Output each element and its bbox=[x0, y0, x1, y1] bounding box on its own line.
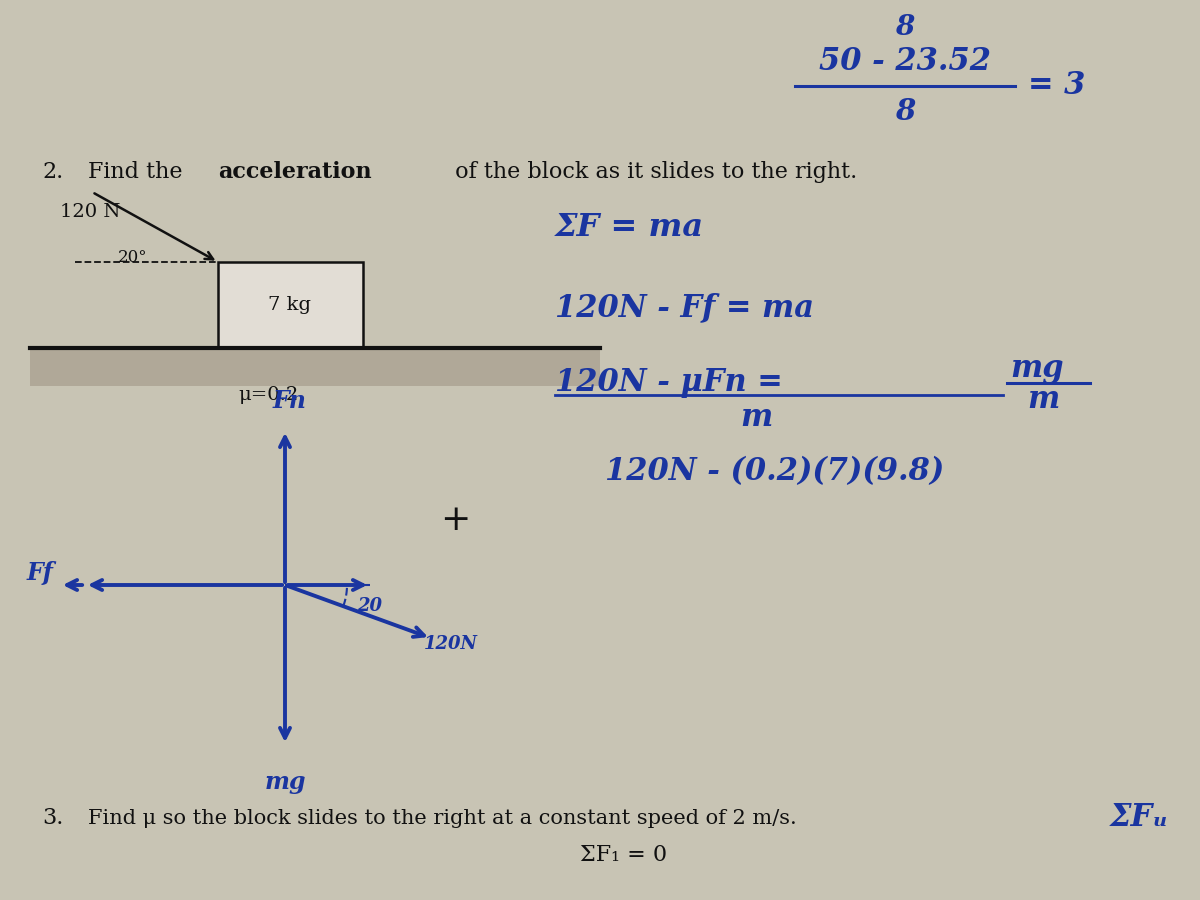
Text: 8: 8 bbox=[895, 14, 914, 41]
Text: mg: mg bbox=[1010, 353, 1063, 383]
Text: 7 kg: 7 kg bbox=[269, 296, 312, 314]
Text: mg: mg bbox=[264, 770, 306, 794]
Bar bbox=[218, 262, 364, 348]
Text: 50 - 23.52: 50 - 23.52 bbox=[820, 47, 991, 77]
Text: = 3: = 3 bbox=[1028, 70, 1085, 102]
Text: of the block as it slides to the right.: of the block as it slides to the right. bbox=[448, 161, 857, 183]
Bar bbox=[30, 348, 600, 386]
Text: 8: 8 bbox=[895, 97, 916, 127]
Text: 20: 20 bbox=[358, 597, 382, 615]
Text: Find the: Find the bbox=[88, 161, 190, 183]
Text: 120N - (0.2)(7)(9.8): 120N - (0.2)(7)(9.8) bbox=[605, 456, 944, 488]
Text: Ff: Ff bbox=[26, 561, 54, 585]
Text: Find μ so the block slides to the right at a constant speed of 2 m/s.: Find μ so the block slides to the right … bbox=[88, 808, 797, 827]
Text: m: m bbox=[1027, 384, 1060, 416]
Text: m: m bbox=[740, 402, 773, 434]
Text: 2.: 2. bbox=[42, 161, 64, 183]
Text: Fn: Fn bbox=[274, 389, 307, 413]
Text: +: + bbox=[440, 503, 470, 537]
Text: 20°: 20° bbox=[118, 249, 148, 266]
Text: 120 N: 120 N bbox=[60, 203, 120, 221]
Text: ΣF = ma: ΣF = ma bbox=[554, 212, 704, 244]
Text: 3.: 3. bbox=[42, 807, 64, 829]
Text: acceleration: acceleration bbox=[218, 161, 372, 183]
Text: μ=0.2: μ=0.2 bbox=[238, 386, 298, 404]
Text: 120N: 120N bbox=[424, 635, 478, 653]
Text: ΣF₁ = 0: ΣF₁ = 0 bbox=[580, 844, 667, 866]
Text: ΣFᵤ: ΣFᵤ bbox=[1110, 803, 1169, 833]
Text: 120N - μFn =: 120N - μFn = bbox=[554, 366, 782, 398]
Text: 120N - Ff = ma: 120N - Ff = ma bbox=[554, 292, 814, 323]
